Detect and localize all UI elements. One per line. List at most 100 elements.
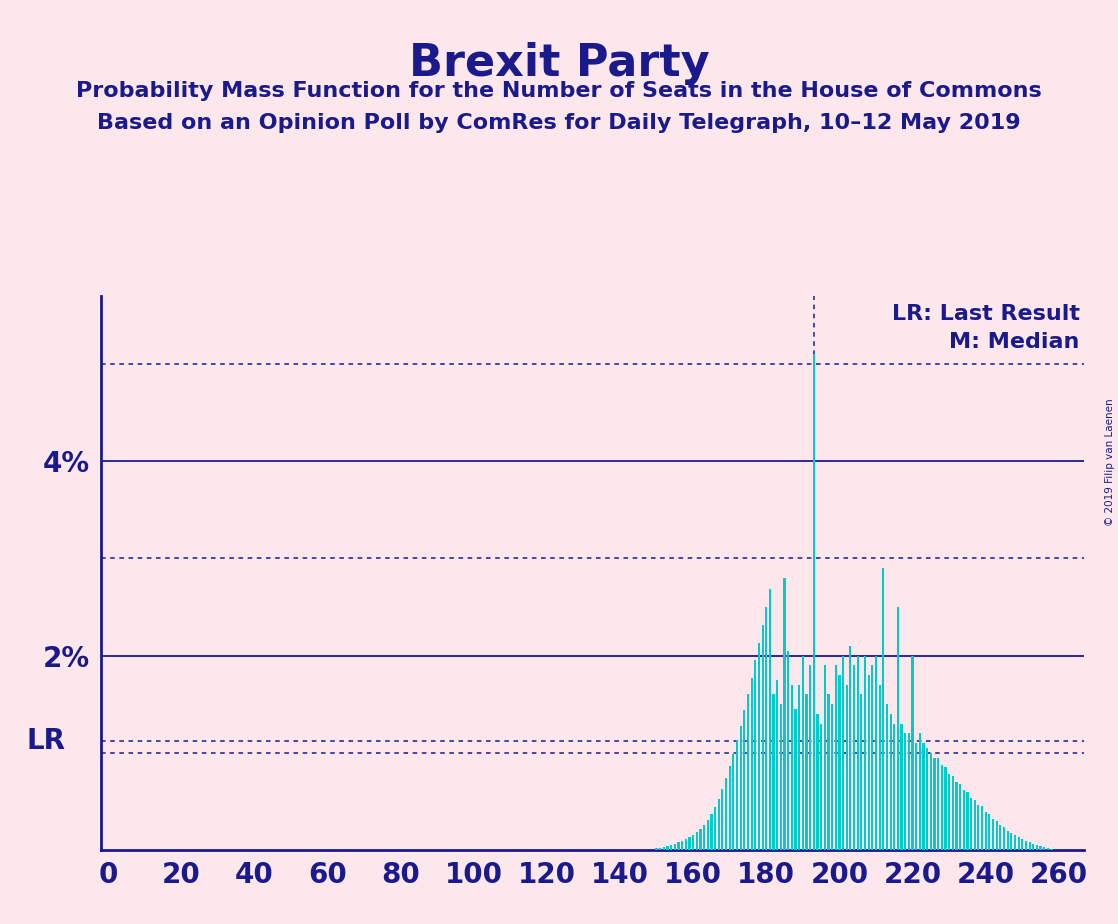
Bar — [996, 821, 997, 850]
Bar — [845, 685, 847, 850]
Bar — [773, 695, 775, 850]
Bar — [692, 834, 694, 850]
Bar — [721, 789, 723, 850]
Bar — [695, 832, 698, 850]
Bar — [790, 685, 793, 850]
Bar — [934, 758, 936, 850]
Bar — [926, 748, 928, 850]
Bar — [919, 734, 921, 850]
Bar — [740, 725, 741, 850]
Bar — [842, 655, 844, 850]
Bar — [966, 792, 968, 850]
Bar — [795, 709, 797, 850]
Text: © 2019 Filip van Laenen: © 2019 Filip van Laenen — [1106, 398, 1115, 526]
Bar — [864, 655, 866, 850]
Bar — [970, 797, 973, 850]
Bar — [893, 723, 896, 850]
Bar — [885, 704, 888, 850]
Bar — [660, 847, 662, 850]
Bar — [1046, 848, 1049, 850]
Bar — [1011, 833, 1013, 850]
Bar — [703, 825, 705, 850]
Bar — [779, 704, 781, 850]
Bar — [798, 685, 800, 850]
Bar — [980, 807, 983, 850]
Bar — [974, 799, 976, 850]
Bar — [816, 714, 818, 850]
Bar — [736, 740, 738, 850]
Text: Probability Mass Function for the Number of Seats in the House of Commons: Probability Mass Function for the Number… — [76, 81, 1042, 102]
Bar — [714, 808, 717, 850]
Bar — [838, 675, 841, 850]
Bar — [1025, 841, 1027, 850]
Text: Based on an Opinion Poll by ComRes for Daily Telegraph, 10–12 May 2019: Based on an Opinion Poll by ComRes for D… — [97, 113, 1021, 133]
Bar — [1006, 831, 1008, 850]
Bar — [963, 790, 965, 850]
Bar — [743, 710, 746, 850]
Bar — [805, 695, 807, 850]
Bar — [875, 655, 878, 850]
Bar — [824, 665, 826, 850]
Bar — [1051, 849, 1053, 850]
Bar — [882, 568, 884, 850]
Bar — [879, 685, 881, 850]
Bar — [977, 806, 979, 850]
Bar — [1029, 843, 1031, 850]
Bar — [908, 734, 910, 850]
Bar — [850, 646, 852, 850]
Bar — [956, 782, 957, 850]
Bar — [1035, 845, 1038, 850]
Bar — [948, 774, 950, 850]
Bar — [959, 784, 961, 850]
Bar — [945, 768, 947, 850]
Bar — [750, 678, 752, 850]
Bar — [1003, 827, 1005, 850]
Bar — [758, 643, 760, 850]
Bar — [809, 665, 812, 850]
Bar — [802, 655, 804, 850]
Bar — [729, 766, 731, 850]
Bar — [897, 607, 899, 850]
Bar — [1021, 839, 1023, 850]
Text: LR: LR — [27, 727, 66, 755]
Bar — [999, 825, 1002, 850]
Bar — [707, 820, 709, 850]
Bar — [674, 844, 676, 850]
Bar — [732, 754, 735, 850]
Bar — [1040, 846, 1042, 850]
Bar — [776, 680, 778, 850]
Bar — [911, 655, 913, 850]
Bar — [769, 590, 771, 850]
Bar — [988, 814, 991, 850]
Bar — [761, 626, 764, 850]
Bar — [930, 753, 932, 850]
Bar — [916, 743, 917, 850]
Bar — [951, 776, 954, 850]
Bar — [670, 845, 672, 850]
Bar — [765, 607, 767, 850]
Text: LR: Last Result: LR: Last Result — [891, 304, 1080, 324]
Bar — [985, 812, 987, 850]
Bar — [724, 778, 727, 850]
Bar — [868, 675, 870, 850]
Bar — [940, 765, 942, 850]
Bar — [819, 723, 822, 850]
Bar — [1017, 837, 1020, 850]
Bar — [784, 578, 786, 850]
Bar — [1032, 844, 1034, 850]
Bar — [813, 354, 815, 850]
Bar — [853, 665, 855, 850]
Bar — [1043, 847, 1045, 850]
Bar — [700, 829, 701, 850]
Bar — [992, 819, 994, 850]
Bar — [900, 723, 902, 850]
Bar — [904, 734, 907, 850]
Bar — [710, 814, 712, 850]
Bar — [747, 695, 749, 850]
Bar — [678, 843, 680, 850]
Bar — [787, 650, 789, 850]
Bar — [684, 839, 686, 850]
Text: M: Median: M: Median — [949, 332, 1080, 352]
Bar — [827, 695, 830, 850]
Bar — [922, 743, 925, 850]
